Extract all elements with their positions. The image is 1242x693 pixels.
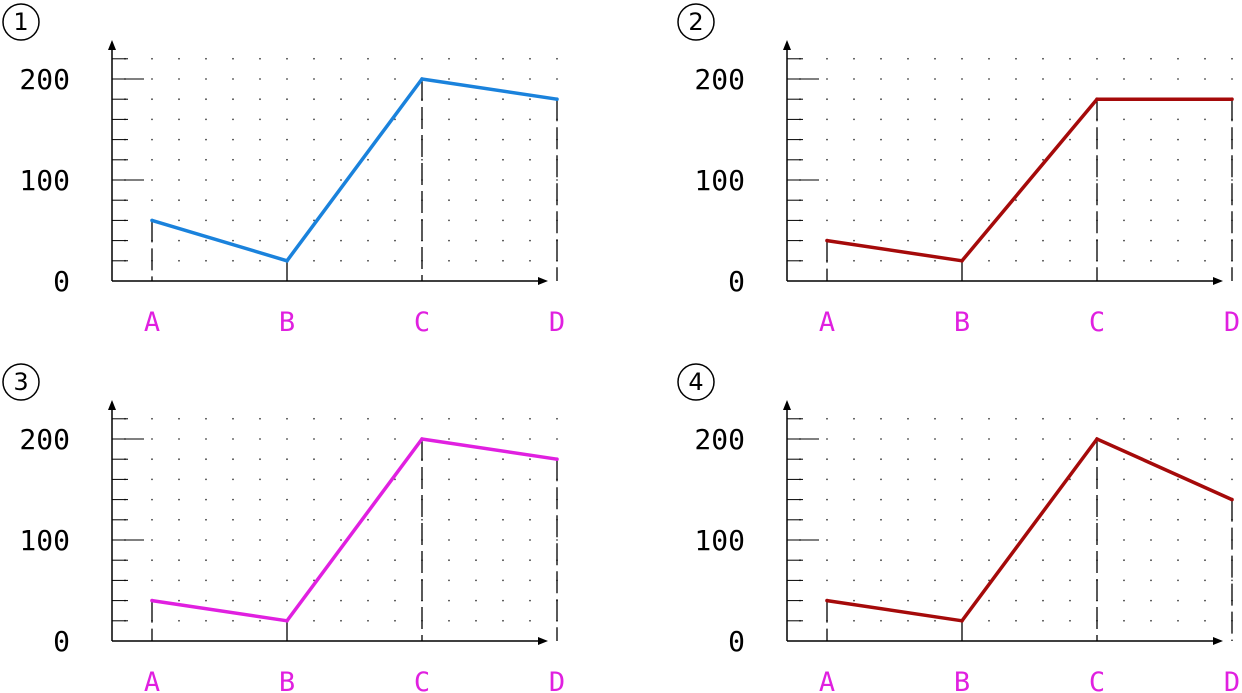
y-axis-arrow — [108, 400, 116, 410]
data-point-B — [960, 259, 964, 263]
x-axis-arrow — [538, 277, 548, 285]
y-tick-label: 200 — [19, 423, 70, 456]
series-line — [151, 77, 558, 263]
data-point-C — [1095, 437, 1099, 441]
data-point-D — [555, 97, 559, 101]
x-category-label: B — [279, 307, 295, 338]
y-tick-label: 200 — [694, 63, 745, 96]
chart-panel-4: 4 0 100 200 A B C D — [677, 363, 1240, 693]
data-point-C — [1095, 97, 1099, 101]
y-tick-label: 100 — [694, 164, 745, 197]
data-point-A — [150, 598, 154, 603]
y-ticks — [112, 418, 144, 622]
data-point-D — [555, 457, 559, 461]
panel-number-badge: 2 — [677, 3, 715, 41]
y-tick-label: 0 — [53, 625, 70, 658]
data-point-A — [150, 218, 154, 223]
x-category-label: C — [1089, 667, 1105, 693]
panel-number: 4 — [688, 368, 703, 396]
y-ticks — [112, 58, 144, 262]
y-tick-label: 0 — [728, 265, 745, 298]
x-category-label: A — [144, 667, 160, 693]
chart-panel-1: 1 0 100 200 A B C D — [2, 3, 565, 338]
y-ticks — [787, 418, 819, 622]
x-category-label: A — [819, 307, 835, 338]
x-category-label: B — [954, 667, 970, 693]
chart-panel-3: 3 0 100 200 A B C D — [2, 363, 565, 693]
y-tick-label: 0 — [53, 265, 70, 298]
x-category-label: C — [414, 667, 430, 693]
x-category-label: B — [954, 307, 970, 338]
series-line — [826, 436, 1233, 623]
panel-number: 2 — [688, 8, 703, 36]
chart-panel-2: 2 0 100 200 A B C D — [677, 3, 1240, 338]
y-axis-arrow — [783, 400, 791, 410]
x-axis-arrow — [1213, 277, 1223, 285]
data-point-D — [1230, 97, 1234, 101]
x-category-label: D — [549, 667, 565, 693]
y-tick-label: 0 — [728, 625, 745, 658]
y-axis-arrow — [108, 40, 116, 50]
panel-number-badge: 3 — [2, 363, 40, 401]
data-point-B — [960, 619, 964, 623]
y-axis-arrow — [783, 40, 791, 50]
panel-number-badge: 4 — [677, 363, 715, 401]
x-category-label: D — [549, 307, 565, 338]
x-axis-arrow — [1213, 637, 1223, 645]
y-tick-label: 200 — [694, 423, 745, 456]
x-category-label: C — [414, 307, 430, 338]
data-point-A — [825, 598, 829, 603]
y-tick-label: 200 — [19, 63, 70, 96]
x-category-label: B — [279, 667, 295, 693]
x-axis-arrow — [538, 637, 548, 645]
y-ticks — [787, 58, 819, 262]
data-point-D — [1230, 497, 1234, 502]
y-tick-label: 100 — [19, 524, 70, 557]
y-tick-label: 100 — [694, 524, 745, 557]
data-point-C — [420, 77, 424, 81]
panel-number: 1 — [13, 8, 28, 36]
series-line — [826, 97, 1232, 263]
x-category-label: C — [1089, 307, 1105, 338]
data-point-B — [285, 619, 289, 623]
x-category-label: A — [819, 667, 835, 693]
x-category-label: D — [1224, 307, 1240, 338]
y-tick-label: 100 — [19, 164, 70, 197]
series-line — [151, 437, 558, 623]
panel-number: 3 — [13, 368, 28, 396]
data-point-A — [825, 238, 829, 243]
dot-grid — [799, 57, 1233, 262]
data-point-B — [285, 259, 289, 263]
x-category-label: A — [144, 307, 160, 338]
x-category-label: D — [1224, 667, 1240, 693]
panel-number-badge: 1 — [2, 3, 40, 41]
dot-grid — [799, 417, 1233, 622]
data-point-C — [420, 437, 424, 441]
